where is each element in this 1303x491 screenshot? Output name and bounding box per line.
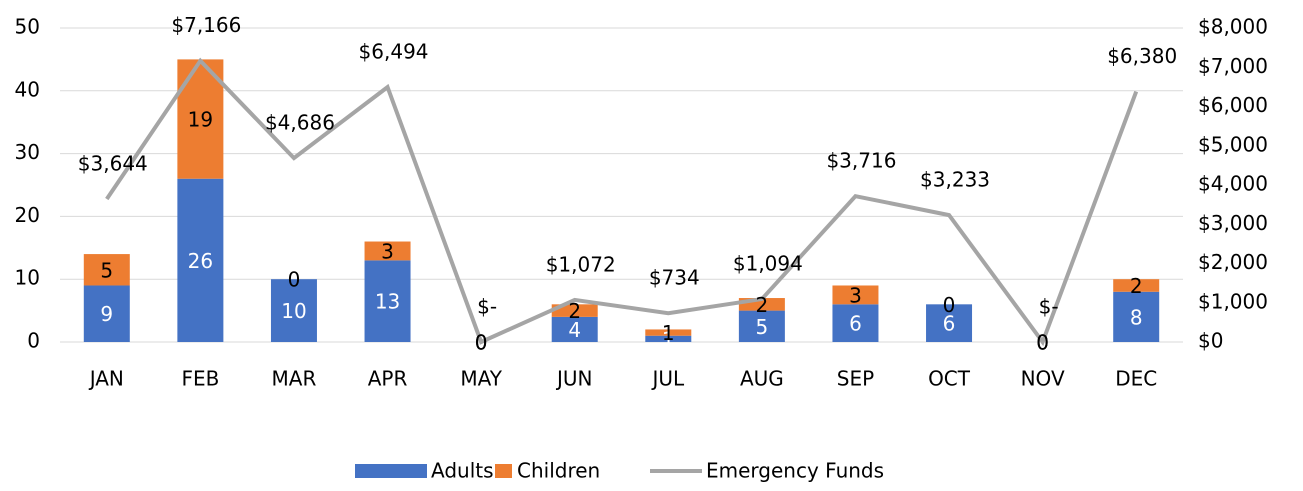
y2-tick-label: $1,000 [1198, 289, 1268, 313]
data-label: 6 [943, 312, 956, 336]
x-tick-label: NOV [1021, 367, 1065, 391]
data-label: 0 [288, 268, 301, 292]
y-tick-label: 20 [15, 203, 40, 227]
data-label: 3 [381, 239, 394, 263]
data-label: $6,380 [1107, 44, 1177, 68]
data-label: $4,686 [265, 111, 335, 135]
x-tick-label: APR [368, 367, 408, 391]
y-tick-label: 50 [15, 15, 40, 39]
y2-tick-label: $3,000 [1198, 211, 1268, 235]
x-tick-label: JUN [555, 367, 593, 391]
data-label: $734 [649, 266, 700, 290]
x-tick-label: OCT [928, 367, 971, 391]
bar [738, 310, 785, 342]
x-tick-label: JUL [650, 367, 685, 391]
y2-tick-label: $0 [1198, 329, 1223, 353]
data-label: 5 [756, 315, 769, 339]
data-label: 6 [849, 312, 862, 336]
y-tick-label: 40 [15, 77, 40, 101]
data-label: $- [477, 295, 497, 319]
bar [1113, 279, 1160, 292]
data-label: 8 [1130, 305, 1143, 329]
data-label: 1 [662, 327, 675, 351]
bar [177, 178, 224, 342]
data-label: 0 [1036, 331, 1049, 355]
data-label: $1,094 [733, 252, 803, 276]
legend-label: Emergency Funds [706, 459, 884, 483]
bar [364, 260, 411, 342]
legend-label: Children [517, 459, 600, 483]
data-label: 13 [375, 290, 400, 314]
x-tick-label: MAY [460, 367, 502, 391]
bar [83, 254, 130, 286]
data-label: 9 [100, 302, 113, 326]
x-tick-label: MAR [272, 367, 317, 391]
bar [551, 316, 598, 342]
data-label: 2 [568, 299, 581, 323]
legend-label: Adults [431, 459, 494, 483]
bar [645, 329, 692, 336]
data-label: 1 [662, 321, 675, 345]
data-label: 0 [1036, 331, 1049, 355]
data-label: 0 [475, 331, 488, 355]
data-label: $- [1039, 295, 1059, 319]
legend-swatch [355, 464, 427, 478]
bar [1113, 291, 1160, 342]
x-tick-label: AUG [740, 367, 784, 391]
x-tick-label: SEP [837, 367, 874, 391]
data-label: 3 [849, 283, 862, 307]
y2-tick-label: $5,000 [1198, 132, 1268, 156]
bar [551, 304, 598, 317]
bar [645, 335, 692, 342]
data-label: 2 [756, 293, 769, 317]
bar [926, 304, 973, 342]
data-label: 0 [475, 331, 488, 355]
bar [364, 241, 411, 261]
y2-tick-label: $6,000 [1198, 93, 1268, 117]
x-tick-label: FEB [181, 367, 219, 391]
data-label: 0 [943, 293, 956, 317]
data-label: 2 [1130, 274, 1143, 298]
data-label: 4 [568, 318, 581, 342]
data-label: $7,166 [171, 13, 241, 37]
data-label: 19 [188, 108, 213, 132]
y2-tick-label: $8,000 [1198, 15, 1268, 39]
x-tick-label: DEC [1115, 367, 1157, 391]
legend-swatch [495, 464, 512, 478]
data-label: $3,233 [920, 168, 990, 192]
y-tick-label: 30 [15, 140, 40, 164]
bar [832, 304, 879, 342]
y2-tick-label: $4,000 [1198, 172, 1268, 196]
y2-tick-label: $2,000 [1198, 250, 1268, 274]
bar [832, 285, 879, 305]
data-label: $3,716 [826, 149, 896, 173]
data-label: 5 [100, 258, 113, 282]
data-label: 26 [188, 249, 213, 273]
bar [270, 279, 317, 342]
data-label: $3,644 [78, 151, 148, 175]
y-tick-label: 10 [15, 266, 40, 290]
y2-tick-label: $7,000 [1198, 54, 1268, 78]
line [105, 57, 1139, 347]
y-tick-label: 0 [27, 329, 40, 353]
bar [83, 285, 130, 342]
data-label: $1,072 [546, 252, 616, 276]
x-tick-label: JAN [88, 367, 124, 391]
data-label: 10 [281, 299, 306, 323]
data-label: $6,494 [359, 40, 429, 64]
